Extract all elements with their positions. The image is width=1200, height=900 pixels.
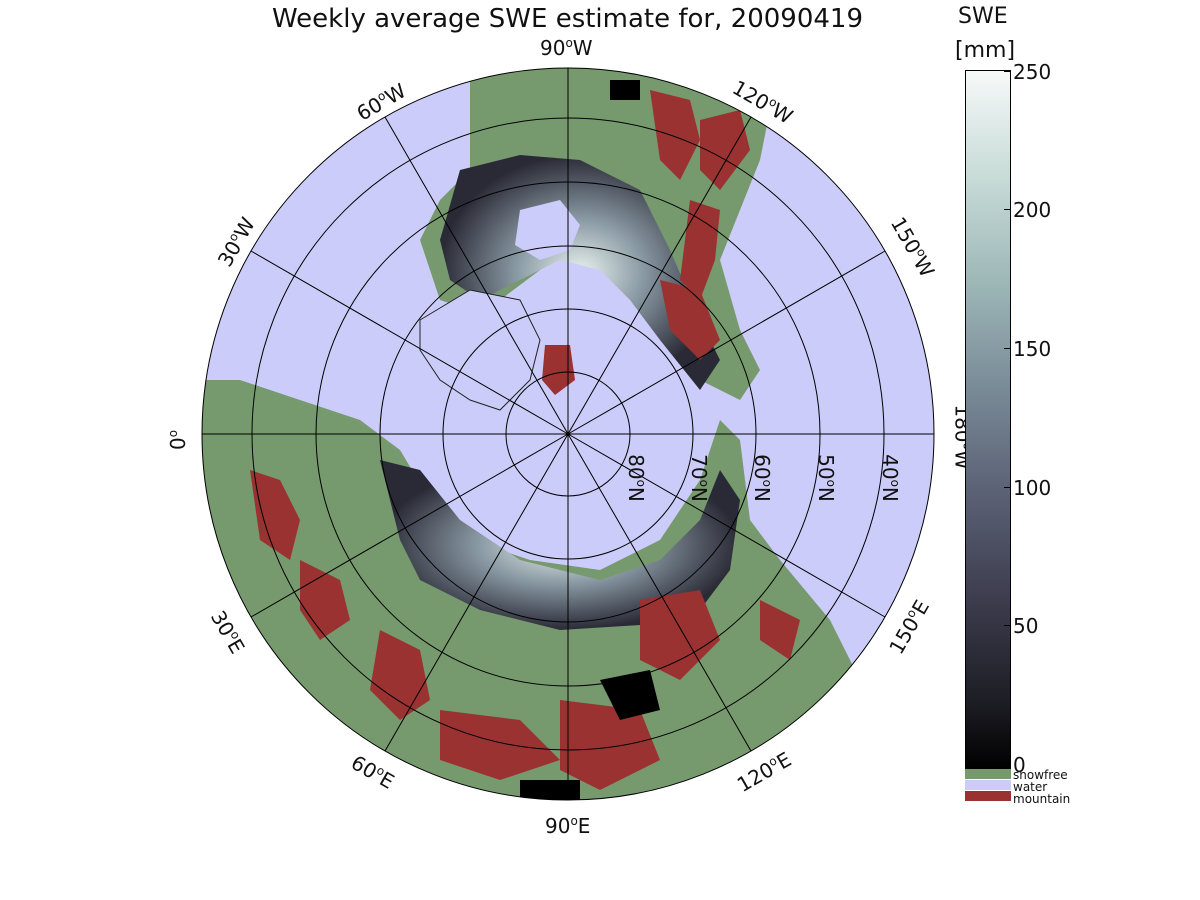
- lon-label-90e: 90oE: [545, 814, 591, 838]
- lon-label-0: 0o: [166, 429, 191, 451]
- colorbar-tickmark: [1004, 71, 1010, 72]
- legend-label-snowfree: snowfree: [1013, 768, 1068, 782]
- legend-label-water: water: [1013, 780, 1048, 794]
- meridians: [202, 68, 934, 800]
- map-title: Weekly average SWE estimate for, 2009041…: [271, 4, 863, 34]
- colorbar-tick-50: 50: [1013, 614, 1039, 638]
- legend-swatch-snowfree: [965, 769, 1011, 779]
- lat-label-70n: 70oN: [686, 454, 711, 502]
- mountains-americas: [542, 90, 750, 395]
- greenland: [419, 289, 541, 411]
- snow-eurasia: [380, 460, 740, 630]
- colorbar-tick-200: 200: [1013, 198, 1052, 222]
- lat-label-60n: 60oN: [749, 454, 774, 502]
- lat-label-50n: 50oN: [813, 454, 838, 502]
- legend-swatch-mountain: [965, 791, 1011, 801]
- colorbar-tickmark: [1004, 487, 1010, 488]
- polar-map: [201, 67, 935, 801]
- swe-colorbar: [965, 70, 1011, 770]
- colorbar-tickmark: [1004, 625, 1010, 626]
- colorbar-tick-150: 150: [1013, 337, 1052, 361]
- colorbar-tickmark: [1004, 348, 1010, 349]
- no-data-patches: [520, 80, 660, 800]
- colorbar-tickmark: [1004, 209, 1010, 210]
- snow-north-america: [440, 155, 720, 390]
- bay-water: [515, 200, 580, 260]
- colorbar-title: SWE: [958, 4, 1008, 29]
- mountains-eurasia: [250, 470, 800, 790]
- legend-swatch-water: [965, 780, 1011, 790]
- lat-label-80n: 80oN: [623, 454, 648, 502]
- colorbar-tick-100: 100: [1013, 476, 1052, 500]
- lon-label-90w: 90oW: [540, 36, 593, 60]
- colorbar-tick-0: 0: [1013, 753, 1026, 777]
- colorbar-unit: [mm]: [955, 38, 1016, 63]
- lat-label-40n: 40oN: [877, 454, 902, 502]
- colorbar-tick-250: 250: [1013, 60, 1052, 84]
- legend-label-mountain: mountain: [1013, 792, 1071, 806]
